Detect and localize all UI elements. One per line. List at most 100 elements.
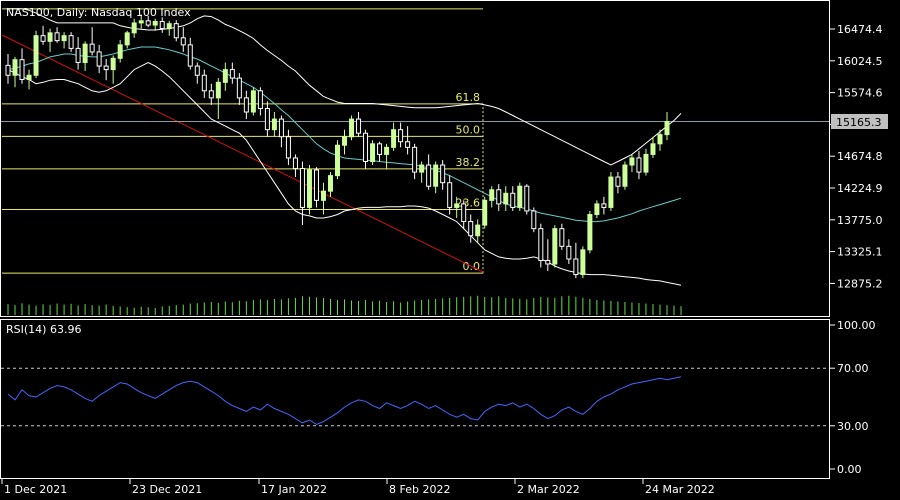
price-tick-label: 16024.5 [837,55,883,68]
candle-body [117,44,123,59]
price-tick-label: 12875.2 [837,277,883,290]
candle-body [313,169,319,201]
candle-body [664,121,670,136]
price-tick-label: 15574.6 [837,87,883,100]
candle-body [538,228,544,261]
candle-body [489,189,495,201]
candle-body [496,189,502,205]
candle-body [131,22,137,34]
trendline-group[interactable] [1,34,829,273]
candle-body [643,153,649,173]
rsi-tick-label: 100.00 [837,319,876,332]
candle-body [517,185,523,208]
bollinger-upper-line [8,8,682,166]
candle-body [370,143,376,162]
candle-body [398,129,404,143]
candle-body [187,44,193,67]
fib-level-label: 50.0 [456,123,481,136]
candle-body [173,23,179,39]
rsi-tick-label: 30.00 [837,420,869,433]
candle-body [33,35,39,76]
candle-body [285,136,291,159]
candle-body [250,90,256,113]
candle-body [152,21,158,26]
candle-body [138,20,144,24]
candle-body [47,32,53,42]
candle-body [622,164,628,187]
volume-histogram [7,295,682,315]
rsi-axis: 100.00 70.00 30.00 0.00 [830,319,876,476]
candle-body [208,90,214,99]
candle-body [54,32,60,42]
time-tick-label: 23 Dec 2021 [132,483,202,496]
candle-body [194,65,200,76]
candle-body [524,185,530,212]
candle-body [503,192,509,205]
candle-body [608,176,614,208]
candle-body [384,146,390,155]
rsi-label: RSI(14) 63.96 [6,323,81,336]
candle-body [601,203,607,208]
time-tick-label: 8 Feb 2022 [389,483,450,496]
candle-body [636,157,642,173]
candle-body [299,168,305,208]
price-tag-value: 15165.3 [836,116,882,129]
time-tick-label: 24 Mar 2022 [645,483,715,496]
price-tick-label: 13325.1 [837,246,883,259]
candle-body [96,51,102,67]
candle-body [594,203,600,215]
rsi-line [7,376,682,425]
candle-body [159,21,165,30]
candle-body [482,199,488,226]
candle-body [426,164,432,187]
candle-body [264,107,270,131]
candle-body [657,134,663,145]
candle-body [320,190,326,201]
candle-body [356,118,362,134]
candle-body [580,249,586,276]
candle-body [215,81,221,99]
chart-title: NAS100, Daily: Nasdaq 100 Index [6,6,191,19]
price-tick-label: 13775.0 [837,214,883,227]
candle-body [615,176,621,187]
candle-body [510,192,516,208]
candle-body [243,97,249,113]
candle-body [145,20,151,26]
candle-body [257,90,263,109]
red-trendline [1,34,484,273]
fib-level-label: 61.8 [456,91,481,104]
price-tag-background [831,114,888,129]
time-tick-label: 17 Jan 2022 [261,483,327,496]
candle-body [103,65,109,71]
bollinger-bands [7,8,682,286]
time-tick-label: 1 Dec 2021 [4,483,67,496]
candle-body [587,213,593,251]
candle-body [377,143,383,155]
rsi-panel-frame [0,319,830,479]
candle-body [166,23,172,30]
candlestick-series [5,14,670,279]
candle-body [75,47,81,64]
candle-body [278,118,284,138]
candle-body [566,245,572,260]
candle-body [440,164,446,184]
candle-body [447,182,453,208]
price-panel-frame [0,0,830,317]
price-axis: 16474.416024.515574.615124.714674.814224… [830,23,883,290]
candle-body [419,164,425,173]
candle-body [222,69,228,83]
candle-body [68,35,74,49]
candle-body [40,35,46,42]
candle-body [454,203,460,208]
candle-body [82,43,88,64]
candle-body [461,203,467,223]
candle-body [335,144,340,177]
candle-body [124,32,130,46]
candle-body [110,57,116,71]
candle-body [26,74,32,80]
price-tick-label: 14224.9 [837,182,883,195]
rsi-panel[interactable] [1,367,829,427]
candle-body [229,69,235,79]
